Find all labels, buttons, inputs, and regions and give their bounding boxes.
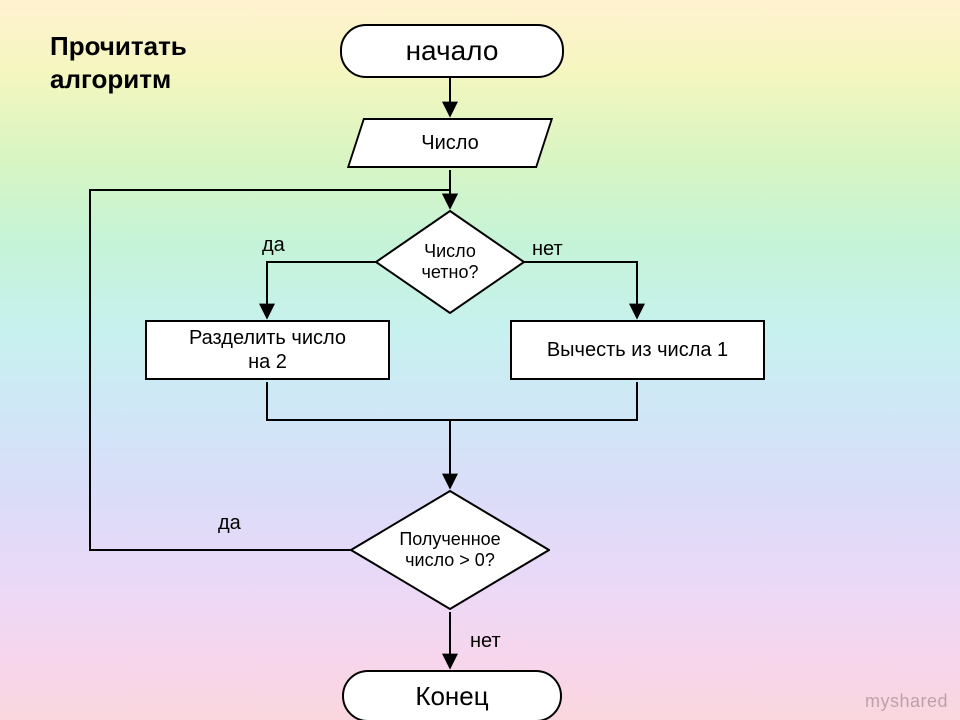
node-start-label: начало	[406, 35, 499, 67]
node-input-label: Число	[355, 118, 545, 168]
label-yes-1: да	[262, 234, 285, 257]
node-decision-even-label: Числочетно?	[375, 210, 525, 314]
watermark: myshared	[865, 691, 948, 712]
node-process-subtract: Вычесть из числа 1	[510, 320, 765, 380]
node-decision-gtzero: Полученноечисло > 0?	[350, 490, 550, 610]
flowchart-canvas: Прочитатьалгоритм начало Число Числочетн…	[0, 0, 960, 720]
node-start: начало	[340, 24, 564, 78]
node-end: Конец	[342, 670, 562, 720]
node-input: Число	[355, 118, 545, 168]
node-end-label: Конец	[415, 681, 488, 712]
page-title: Прочитатьалгоритм	[50, 30, 187, 95]
arrows-layer	[0, 0, 960, 720]
label-yes-2: да	[218, 512, 241, 535]
node-process-divide: Разделить числона 2	[145, 320, 390, 380]
node-decision-gtzero-label: Полученноечисло > 0?	[350, 490, 550, 610]
label-no-1: нет	[532, 238, 563, 261]
node-process-divide-label: Разделить числона 2	[189, 326, 346, 374]
node-process-subtract-label: Вычесть из числа 1	[547, 338, 728, 362]
label-no-2: нет	[470, 630, 501, 653]
node-decision-even: Числочетно?	[375, 210, 525, 314]
